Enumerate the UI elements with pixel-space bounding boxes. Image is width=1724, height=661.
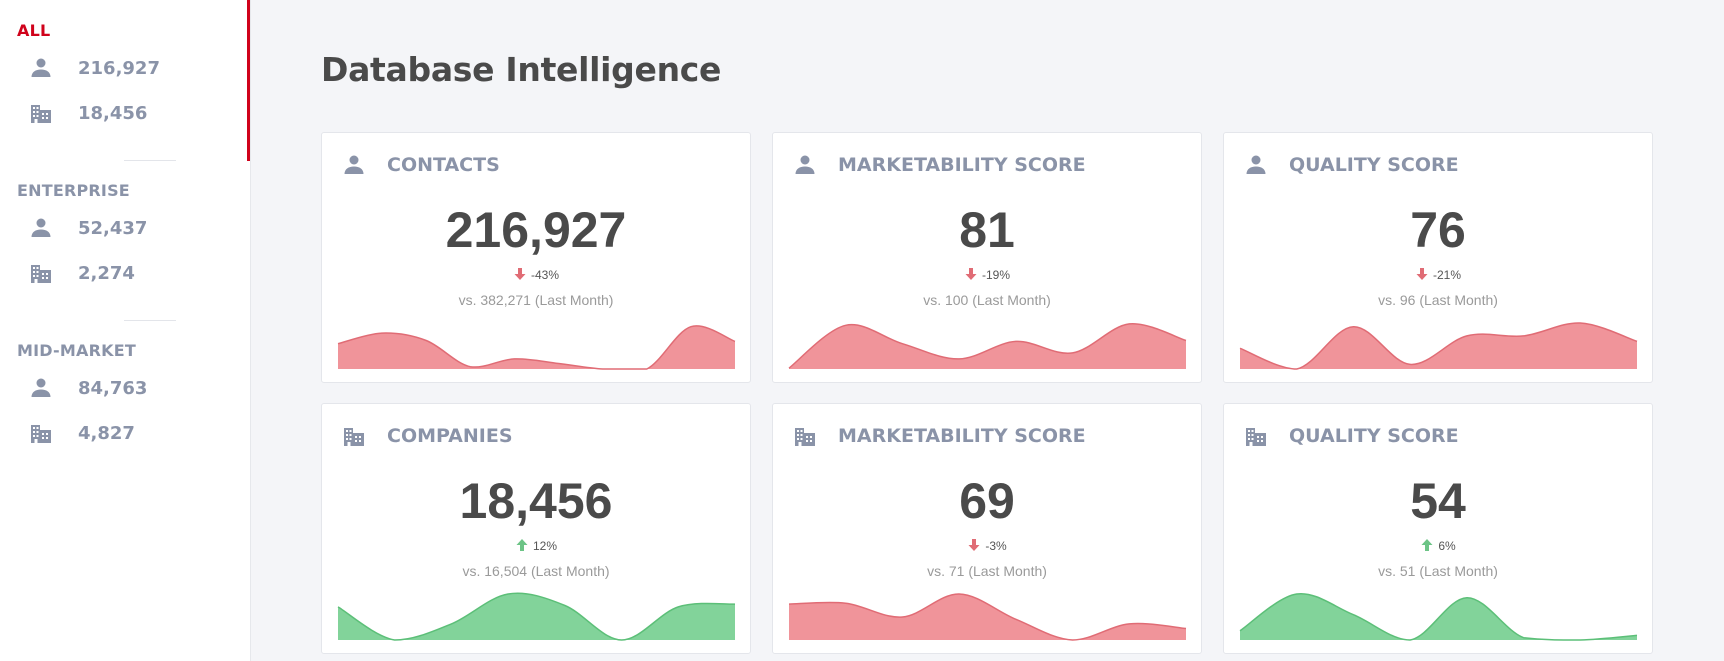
segment-enterprise-contacts[interactable]: 52,437 [29, 215, 147, 241]
sparkline-area [789, 593, 1186, 640]
sparkline-chart [1239, 322, 1638, 370]
sparkline-area [789, 323, 1186, 369]
card-title: CONTACTS [387, 154, 500, 176]
card-comparison: vs. 71 (Last Month) [927, 563, 1047, 579]
change-percent: -43% [530, 268, 559, 282]
contacts-count: 216,927 [78, 57, 160, 79]
sparkline-line [788, 593, 1187, 641]
segment-mid-market-companies[interactable]: 4,827 [29, 420, 135, 446]
segment-enterprise[interactable]: ENTERPRISE [17, 181, 130, 200]
person-icon [795, 155, 815, 174]
metric-card[interactable]: COMPANIES 18,456 12% vs. 16,504 (Last Month… [321, 403, 751, 654]
card-comparison: vs. 100 (Last Month) [923, 292, 1051, 308]
arrow-down-icon [514, 268, 526, 280]
metric-card[interactable]: QUALITY SCORE 54 6% vs. 51 (Last Month) [1223, 403, 1653, 654]
building-icon [31, 105, 51, 123]
metric-card[interactable]: QUALITY SCORE 76 -21% vs. 96 (Last Month) [1223, 132, 1653, 383]
arrow-down-icon [1416, 268, 1428, 280]
sparkline-chart [1239, 592, 1638, 641]
change-percent: 12% [532, 539, 558, 553]
card-comparison: vs. 382,271 (Last Month) [458, 292, 614, 308]
card-value: 54 [1410, 473, 1466, 529]
segment-title[interactable]: ENTERPRISE [17, 181, 130, 200]
contacts-count: 52,437 [78, 217, 148, 239]
card-title: QUALITY SCORE [1289, 425, 1459, 447]
metric-card[interactable]: MARKETABILITY SCORE 81 -19% vs. 100 (Last M… [772, 132, 1202, 383]
companies-count: 18,456 [78, 102, 148, 124]
active-segment-indicator [247, 0, 250, 161]
person-icon [31, 58, 51, 77]
metric-card[interactable]: CONTACTS 216,927 -43% vs. 382,271 (Last Mon… [321, 132, 751, 383]
segment-divider [124, 160, 176, 161]
card-value: 81 [959, 202, 1015, 258]
card-value: 69 [959, 473, 1015, 529]
segment-enterprise-companies[interactable]: 2,274 [29, 260, 135, 286]
card-title: QUALITY SCORE [1289, 154, 1459, 176]
segment-mid-market[interactable]: MID-MARKET [17, 341, 136, 360]
segment-all-companies[interactable]: 18,456 [29, 100, 147, 126]
change-percent: -19% [981, 268, 1010, 282]
card-title: MARKETABILITY SCORE [838, 154, 1086, 176]
sparkline-chart [788, 323, 1187, 369]
change-percent: -21% [1432, 268, 1461, 282]
metric-card[interactable]: MARKETABILITY SCORE 69 -3% vs. 71 (Last Mon… [772, 403, 1202, 654]
card-change: -43% [322, 267, 750, 282]
arrow-up-icon [516, 539, 528, 551]
person-icon [31, 378, 51, 397]
segment-all[interactable]: ALL [17, 21, 50, 40]
sparkline-area [1240, 322, 1637, 369]
sparkline-line [788, 323, 1187, 369]
contacts-count: 84,763 [78, 377, 148, 399]
building-icon [1246, 428, 1266, 446]
arrow-down-icon [965, 268, 977, 280]
card-change: 6% [1224, 538, 1652, 553]
sparkline-area [1240, 593, 1637, 640]
sparkline-line [1239, 322, 1638, 370]
sparkline-chart [788, 593, 1187, 641]
sparkline-area [338, 325, 735, 369]
card-title: COMPANIES [387, 425, 513, 447]
building-icon [795, 428, 815, 446]
arrow-up-icon [1421, 539, 1433, 551]
companies-count: 4,827 [78, 422, 135, 444]
card-title: MARKETABILITY SCORE [838, 425, 1086, 447]
card-comparison: vs. 16,504 (Last Month) [462, 563, 610, 579]
person-icon [31, 218, 51, 237]
sparkline-chart [337, 325, 736, 370]
segment-divider [124, 320, 176, 321]
sparkline-chart [337, 592, 736, 641]
segment-title[interactable]: ALL [17, 21, 51, 40]
sidebar: ALL 216,927 18,456 ENTERPRISE 52,437 2,2… [0, 0, 251, 661]
card-change: 12% [322, 538, 750, 553]
change-percent: -3% [985, 539, 1007, 553]
change-percent: 6% [1438, 539, 1456, 553]
segment-all-contacts[interactable]: 216,927 [29, 55, 160, 81]
card-value: 216,927 [445, 202, 627, 258]
building-icon [344, 428, 364, 446]
companies-count: 2,274 [78, 262, 135, 284]
segment-mid-market-contacts[interactable]: 84,763 [29, 375, 147, 401]
building-icon [31, 425, 51, 443]
page-title: Database Intelligence [321, 50, 722, 89]
card-value: 18,456 [459, 473, 613, 529]
segment-title[interactable]: MID-MARKET [17, 341, 136, 360]
arrow-down-icon [968, 539, 980, 551]
sparkline-line [1239, 592, 1638, 641]
sparkline-area [338, 593, 735, 640]
sparkline-line [337, 325, 736, 370]
person-icon [1246, 155, 1266, 174]
card-change: -19% [773, 267, 1201, 282]
card-change: -3% [773, 538, 1201, 553]
card-value: 76 [1410, 202, 1466, 258]
card-comparison: vs. 96 (Last Month) [1378, 292, 1498, 308]
building-icon [31, 265, 51, 283]
person-icon [344, 155, 364, 174]
card-change: -21% [1224, 267, 1652, 282]
sparkline-line [337, 592, 736, 641]
card-comparison: vs. 51 (Last Month) [1378, 563, 1498, 579]
